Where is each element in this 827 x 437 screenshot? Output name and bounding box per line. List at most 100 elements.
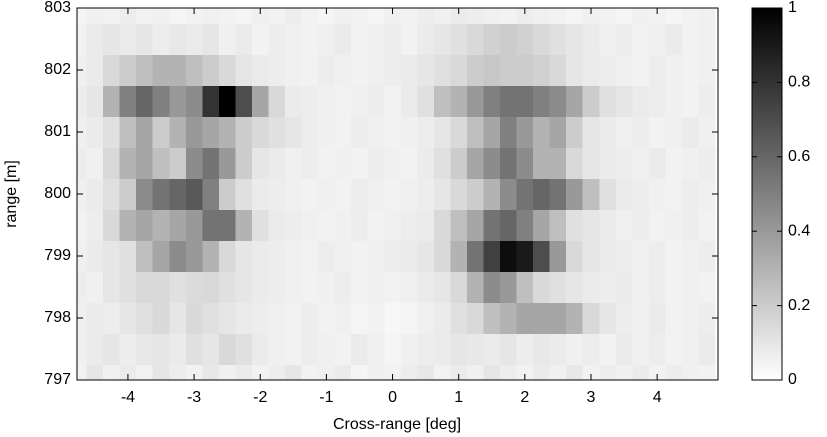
heatmap-cell <box>136 209 154 241</box>
heatmap-cell <box>285 364 303 380</box>
heatmap-cell <box>665 116 683 148</box>
heatmap-cell <box>533 240 551 272</box>
heatmap-cell <box>433 302 451 334</box>
heatmap-cell <box>433 8 451 24</box>
heatmap-cell <box>169 302 187 334</box>
heatmap-cell <box>417 147 435 179</box>
heatmap-cell <box>119 178 137 210</box>
heatmap-cell <box>301 23 319 55</box>
heatmap-cell <box>549 209 567 241</box>
heatmap-cell <box>367 54 385 86</box>
heatmap-cell <box>582 147 600 179</box>
heatmap-cell <box>251 271 270 303</box>
heatmap-cell <box>665 54 683 86</box>
heatmap-cell <box>318 116 336 148</box>
heatmap-cell <box>433 147 451 179</box>
heatmap-cell <box>681 333 699 365</box>
heatmap-cell <box>549 364 567 380</box>
heatmap-cell <box>665 147 683 179</box>
heatmap-cell <box>665 178 683 210</box>
heatmap-cell <box>648 147 666 179</box>
heatmap-cell <box>268 147 286 179</box>
heatmap-cell <box>351 54 369 86</box>
heatmap-cell <box>632 147 650 179</box>
y-axis-label: range [m] <box>3 160 20 228</box>
heatmap-cell <box>417 54 435 86</box>
heatmap-cell <box>384 54 402 86</box>
heatmap-cell <box>681 116 699 148</box>
heatmap-cell <box>77 333 88 365</box>
heatmap-cell <box>698 240 716 272</box>
heatmap-cell <box>268 85 286 117</box>
heatmap-cell <box>86 23 104 55</box>
heatmap-cell <box>235 240 253 272</box>
heatmap-cell <box>648 54 666 86</box>
colorbar-tick-label: 0.6 <box>788 148 810 165</box>
heatmap-cell <box>169 364 187 380</box>
heatmap-cell <box>77 271 88 303</box>
heatmap-cell <box>119 333 137 365</box>
heatmap-cell <box>516 116 534 148</box>
heatmap-cell <box>648 209 666 241</box>
heatmap-cell <box>251 364 270 380</box>
heatmap-cell <box>185 8 203 24</box>
heatmap-cell <box>632 8 650 24</box>
heatmap-cell <box>103 333 121 365</box>
colorbar-tick-label: 0.8 <box>788 74 810 91</box>
heatmap-cell <box>185 178 203 210</box>
heatmap-cell <box>615 302 633 334</box>
heatmap-cell <box>516 364 534 380</box>
heatmap-cell <box>334 271 352 303</box>
heatmap-cell <box>86 8 104 24</box>
heatmap-cell <box>334 8 352 24</box>
heatmap-cell <box>433 209 451 241</box>
heatmap-cell <box>632 302 650 334</box>
heatmap-cell <box>632 23 650 55</box>
heatmap-cell <box>533 333 551 365</box>
heatmap-cell <box>77 147 88 179</box>
heatmap-cell <box>202 85 220 117</box>
heatmap-cell <box>549 116 567 148</box>
heatmap-cell <box>566 85 584 117</box>
heatmap-cell <box>367 85 385 117</box>
heatmap-cell <box>483 8 501 24</box>
heatmap-cell <box>417 209 435 241</box>
heatmap-cell <box>582 271 600 303</box>
heatmap-cell <box>301 333 319 365</box>
heatmap-cell <box>466 178 484 210</box>
heatmap-cell <box>268 240 286 272</box>
heatmap-cell <box>334 333 352 365</box>
heatmap-cell <box>681 8 699 24</box>
heatmap-cell <box>681 147 699 179</box>
heatmap-cell <box>351 333 369 365</box>
heatmap-cell <box>599 8 617 24</box>
heatmap-cell <box>648 364 666 380</box>
heatmap-cell <box>533 23 551 55</box>
heatmap-cell <box>483 333 501 365</box>
heatmap-cell <box>77 85 88 117</box>
heatmap-cell <box>103 147 121 179</box>
heatmap-cell <box>119 364 137 380</box>
heatmap-cell <box>566 54 584 86</box>
heatmap-cell <box>433 23 451 55</box>
heatmap-cell <box>566 302 584 334</box>
heatmap-cell <box>235 333 253 365</box>
heatmap-cell <box>566 240 584 272</box>
heatmap-cell <box>450 333 468 365</box>
heatmap-cell <box>351 85 369 117</box>
heatmap-cell <box>450 54 468 86</box>
heatmap-cell <box>615 178 633 210</box>
heatmap-cell <box>185 116 203 148</box>
heatmap-cell <box>417 364 435 380</box>
heatmap-cell <box>384 116 402 148</box>
heatmap-cell <box>466 147 484 179</box>
heatmap-cell <box>202 178 220 210</box>
heatmap-cell <box>500 23 518 55</box>
heatmap-cell <box>136 178 154 210</box>
heatmap-cell <box>582 8 600 24</box>
heatmap-cell <box>136 271 154 303</box>
heatmap-cell <box>384 209 402 241</box>
heatmap-cell <box>384 85 402 117</box>
heatmap-cell <box>136 85 154 117</box>
heatmap-cell <box>103 302 121 334</box>
